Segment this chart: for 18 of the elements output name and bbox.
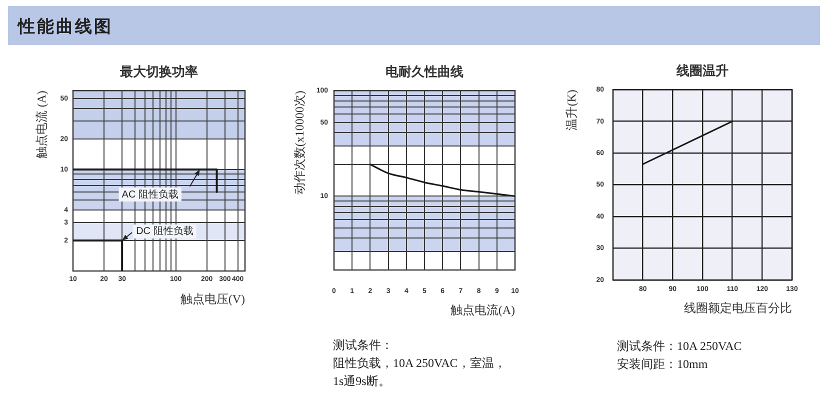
y-axis-title: 温升(K): [564, 90, 578, 130]
text: 安装间距：10mm: [617, 356, 709, 373]
series-label: AC 阻性负载: [122, 188, 178, 200]
x-axis-title: 触点电流(A): [450, 302, 515, 317]
chart-title: 电耐久性曲线: [386, 64, 464, 80]
text: 测试条件：: [333, 337, 394, 354]
legend-label: DC 阻性负载: [136, 225, 194, 238]
text: 测试条件：10A 250VAC: [617, 338, 742, 355]
y-axis-title: 触点电流 (A): [34, 90, 48, 158]
x-axis-title: 线圈额定电压百分比: [684, 300, 792, 315]
chart-title: 线圈温升: [676, 63, 728, 78]
text: 性能曲线图: [18, 16, 113, 38]
text: 1s通9s断。: [333, 373, 392, 390]
line-series: [369, 164, 515, 197]
x-axis-title: 触点电压(V): [180, 292, 245, 306]
text: 阻性负载，10A 250VAC，室温，: [333, 355, 506, 372]
y-axis-title: 动作次数(x10000次): [292, 90, 306, 195]
chart-title: 最大切换功率: [119, 64, 198, 80]
